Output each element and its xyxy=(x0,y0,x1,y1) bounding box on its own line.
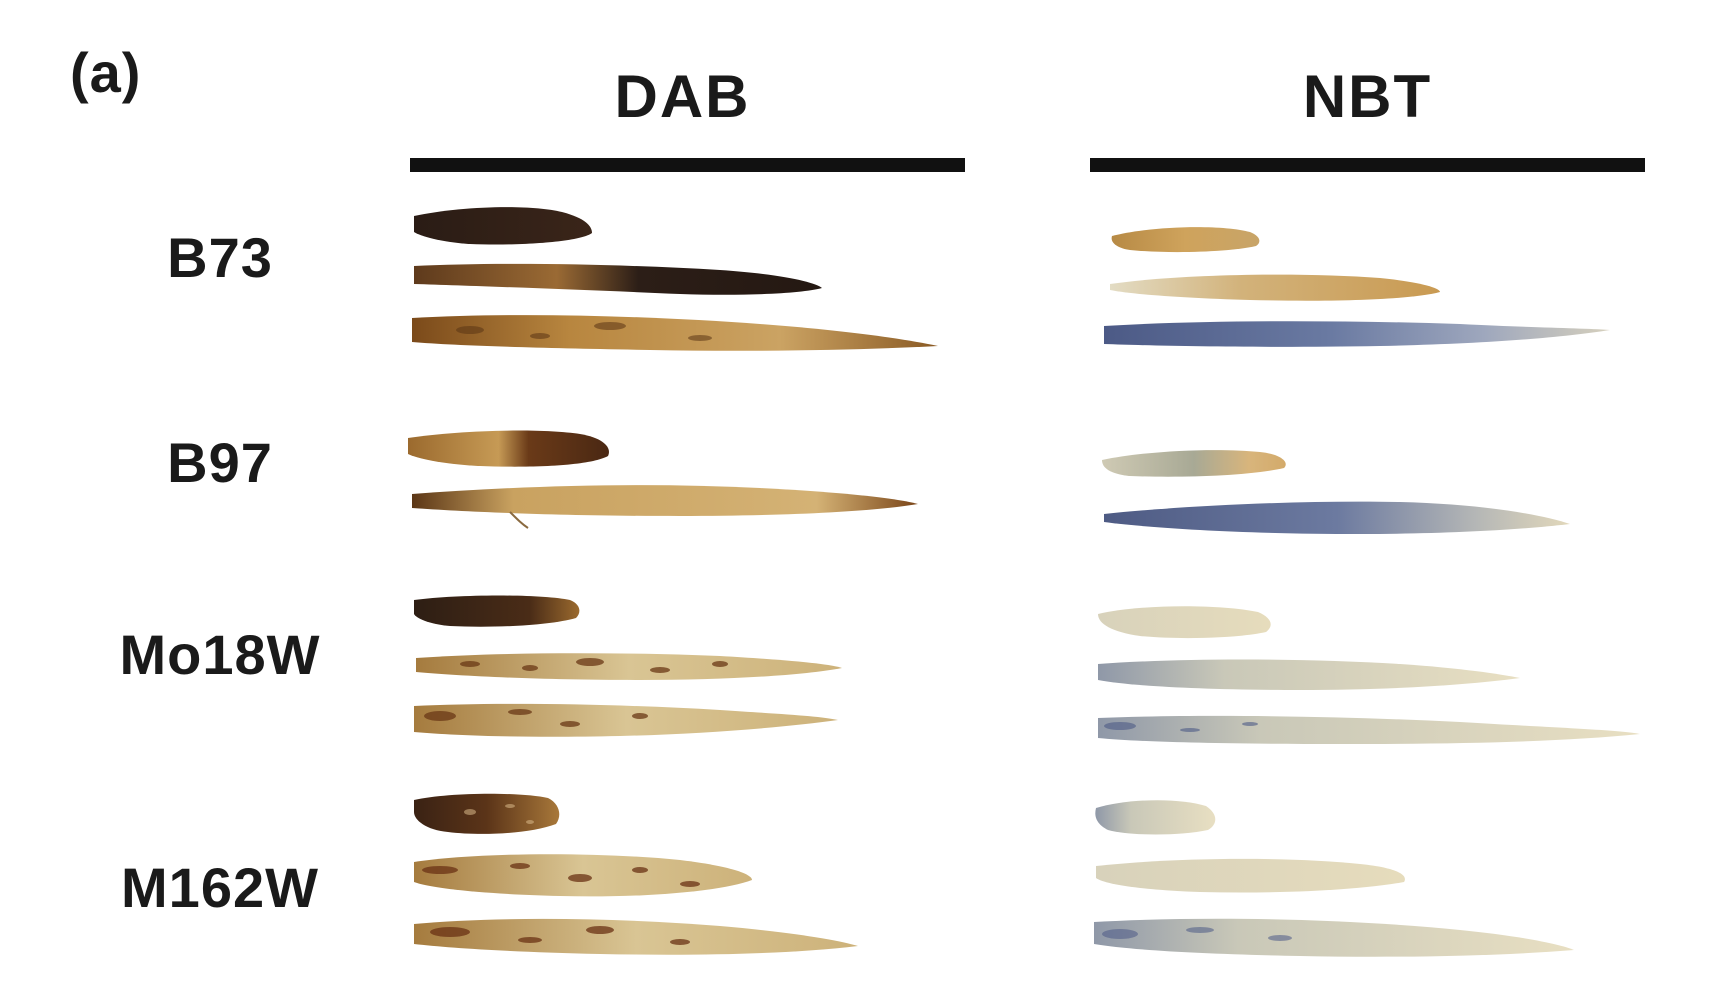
leaf-dab-mo18w-3 xyxy=(414,703,838,737)
row-label-b73: B73 xyxy=(167,226,273,289)
leaf-nbt-m162w-3 xyxy=(1094,918,1574,957)
leaf-nbt-b97-2 xyxy=(1104,501,1570,534)
leaf-dab-mo18w-1 xyxy=(414,595,580,627)
dab-b97-leaves xyxy=(408,430,918,529)
leaf-dab-b73-3 xyxy=(412,315,938,351)
dab-mo18w-leaves xyxy=(414,595,842,737)
dab-b73-leaves xyxy=(412,207,938,351)
leaf-dab-mo18w-2 xyxy=(416,653,842,680)
leaf-dab-b97-1 xyxy=(408,430,609,467)
column-rule-dab xyxy=(410,158,965,172)
leaf-dab-m162w-1 xyxy=(414,793,560,834)
row-label-m162w: M162W xyxy=(121,856,319,919)
leaf-nbt-b73-2 xyxy=(1110,274,1440,301)
column-rule-nbt xyxy=(1090,158,1645,172)
nbt-b73-leaves xyxy=(1104,227,1610,347)
nbt-m162w-leaves xyxy=(1094,800,1574,957)
column-header-nbt: NBT xyxy=(1302,63,1433,130)
leaf-dab-b73-2 xyxy=(414,263,822,295)
leaf-nbt-b73-1 xyxy=(1111,227,1260,253)
leaf-dab-m162w-3 xyxy=(414,918,858,955)
leaf-nbt-mo18w-1 xyxy=(1098,606,1271,639)
leaf-nbt-b73-3 xyxy=(1104,321,1610,347)
column-header-dab: DAB xyxy=(614,63,751,130)
leaf-nbt-mo18w-2 xyxy=(1098,659,1520,690)
leaf-nbt-m162w-1 xyxy=(1095,800,1216,835)
nbt-mo18w-leaves xyxy=(1098,606,1640,744)
row-label-mo18w: Mo18W xyxy=(119,623,321,686)
panel-label: (a) xyxy=(70,41,142,104)
nbt-b97-leaves xyxy=(1102,450,1570,534)
leaf-nbt-b97-1 xyxy=(1102,450,1286,477)
row-label-b97: B97 xyxy=(167,431,273,494)
leaf-nbt-m162w-2 xyxy=(1096,858,1405,893)
dab-m162w-leaves xyxy=(414,793,858,955)
leaf-nbt-mo18w-3 xyxy=(1098,715,1640,744)
leaf-dab-b97-2 xyxy=(412,485,918,516)
leaf-dab-b73-1 xyxy=(414,207,592,245)
